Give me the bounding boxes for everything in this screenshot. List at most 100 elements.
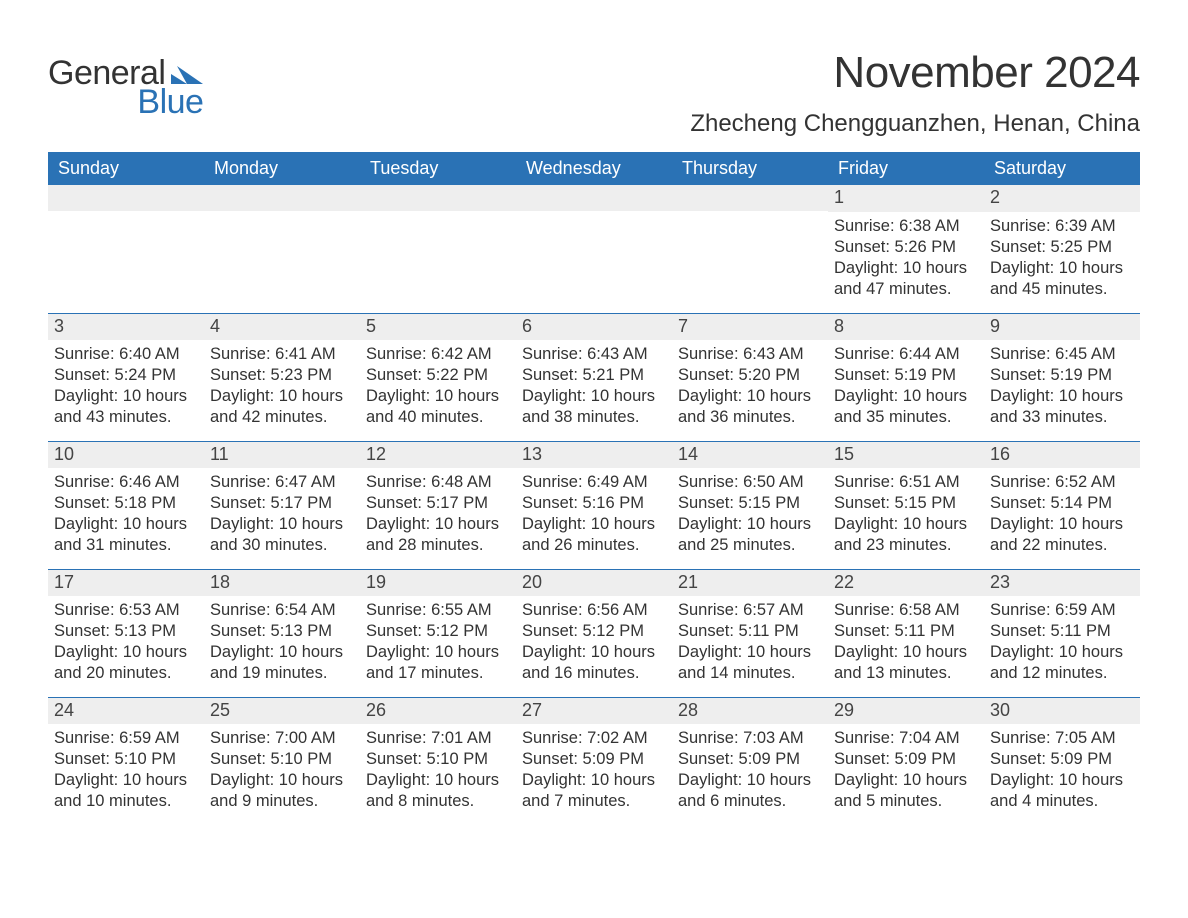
sunrise-line: Sunrise: 6:43 AM [678,344,822,365]
day-details: Sunrise: 6:40 AMSunset: 5:24 PMDaylight:… [48,340,204,436]
calendar-table: Sunday Monday Tuesday Wednesday Thursday… [48,152,1140,825]
daylight-line: Daylight: 10 hours and 7 minutes. [522,770,666,812]
sunset-line: Sunset: 5:11 PM [678,621,822,642]
sunset-line: Sunset: 5:15 PM [678,493,822,514]
week-row: 1Sunrise: 6:38 AMSunset: 5:26 PMDaylight… [48,185,1140,313]
daylight-line: Daylight: 10 hours and 12 minutes. [990,642,1134,684]
day-cell [672,185,828,313]
sunrise-line: Sunrise: 6:40 AM [54,344,198,365]
empty-day-bar [48,185,204,211]
sunrise-line: Sunrise: 7:00 AM [210,728,354,749]
empty-day-bar [360,185,516,211]
daylight-line: Daylight: 10 hours and 10 minutes. [54,770,198,812]
day-number: 11 [204,442,360,469]
daylight-line: Daylight: 10 hours and 45 minutes. [990,258,1134,300]
title-block: November 2024 Zhecheng Chengguanzhen, He… [690,48,1140,138]
sunset-line: Sunset: 5:18 PM [54,493,198,514]
sunset-line: Sunset: 5:13 PM [54,621,198,642]
day-details: Sunrise: 6:58 AMSunset: 5:11 PMDaylight:… [828,596,984,692]
sunrise-line: Sunrise: 6:51 AM [834,472,978,493]
daylight-line: Daylight: 10 hours and 47 minutes. [834,258,978,300]
sunrise-line: Sunrise: 6:49 AM [522,472,666,493]
week-row: 24Sunrise: 6:59 AMSunset: 5:10 PMDayligh… [48,697,1140,825]
day-cell [204,185,360,313]
sunset-line: Sunset: 5:12 PM [522,621,666,642]
sunrise-line: Sunrise: 6:59 AM [54,728,198,749]
empty-day-bar [672,185,828,211]
empty-day-bar [204,185,360,211]
daylight-line: Daylight: 10 hours and 22 minutes. [990,514,1134,556]
sunset-line: Sunset: 5:10 PM [210,749,354,770]
day-number: 26 [360,698,516,725]
day-cell: 24Sunrise: 6:59 AMSunset: 5:10 PMDayligh… [48,697,204,825]
day-details: Sunrise: 7:03 AMSunset: 5:09 PMDaylight:… [672,724,828,820]
sunset-line: Sunset: 5:11 PM [990,621,1134,642]
day-number: 8 [828,314,984,341]
daylight-line: Daylight: 10 hours and 35 minutes. [834,386,978,428]
day-number: 18 [204,570,360,597]
day-details: Sunrise: 7:05 AMSunset: 5:09 PMDaylight:… [984,724,1140,820]
day-number: 21 [672,570,828,597]
sunset-line: Sunset: 5:12 PM [366,621,510,642]
sunset-line: Sunset: 5:09 PM [834,749,978,770]
day-cell: 29Sunrise: 7:04 AMSunset: 5:09 PMDayligh… [828,697,984,825]
sunrise-line: Sunrise: 6:54 AM [210,600,354,621]
daylight-line: Daylight: 10 hours and 8 minutes. [366,770,510,812]
day-cell: 22Sunrise: 6:58 AMSunset: 5:11 PMDayligh… [828,569,984,697]
day-cell: 8Sunrise: 6:44 AMSunset: 5:19 PMDaylight… [828,313,984,441]
day-cell: 5Sunrise: 6:42 AMSunset: 5:22 PMDaylight… [360,313,516,441]
day-cell: 9Sunrise: 6:45 AMSunset: 5:19 PMDaylight… [984,313,1140,441]
day-cell: 18 Sunrise: 6:54 AMSunset: 5:13 PMDayligh… [204,569,360,697]
day-number: 25 [204,698,360,725]
day-cell: 1 Sunrise: 6:38 AMSunset: 5:26 PMDaylight… [828,185,984,313]
sunrise-line: Sunrise: 6:50 AM [678,472,822,493]
daylight-line: Daylight: 10 hours and 17 minutes. [366,642,510,684]
daylight-line: Daylight: 10 hours and 6 minutes. [678,770,822,812]
day-number: 22 [828,570,984,597]
daylight-line: Daylight: 10 hours and 40 minutes. [366,386,510,428]
sunrise-line: Sunrise: 7:02 AM [522,728,666,749]
empty-day-bar [516,185,672,211]
day-cell: 4Sunrise: 6:41 AMSunset: 5:23 PMDaylight… [204,313,360,441]
day-cell: 25Sunrise: 7:00 AMSunset: 5:10 PMDayligh… [204,697,360,825]
sunrise-line: Sunrise: 6:56 AM [522,600,666,621]
day-number: 1 [828,185,984,212]
sunset-line: Sunset: 5:16 PM [522,493,666,514]
daylight-line: Daylight: 10 hours and 13 minutes. [834,642,978,684]
day-details: Sunrise: 6:46 AMSunset: 5:18 PMDaylight:… [48,468,204,564]
day-number: 17 [48,570,204,597]
sunset-line: Sunset: 5:13 PM [210,621,354,642]
day-details: Sunrise: 6:48 AMSunset: 5:17 PMDaylight:… [360,468,516,564]
sunset-line: Sunset: 5:20 PM [678,365,822,386]
sunrise-line: Sunrise: 6:44 AM [834,344,978,365]
day-details: Sunrise: 6:51 AMSunset: 5:15 PMDaylight:… [828,468,984,564]
sunset-line: Sunset: 5:26 PM [834,237,978,258]
daylight-line: Daylight: 10 hours and 31 minutes. [54,514,198,556]
sunset-line: Sunset: 5:17 PM [210,493,354,514]
day-cell: 2Sunrise: 6:39 AMSunset: 5:25 PMDaylight… [984,185,1140,313]
day-number: 19 [360,570,516,597]
day-details: Sunrise: 6:41 AMSunset: 5:23 PMDaylight:… [204,340,360,436]
day-details: Sunrise: 6:45 AMSunset: 5:19 PMDaylight:… [984,340,1140,436]
day-cell: 11Sunrise: 6:47 AMSunset: 5:17 PMDayligh… [204,441,360,569]
day-cell: 12Sunrise: 6:48 AMSunset: 5:17 PMDayligh… [360,441,516,569]
daylight-line: Daylight: 10 hours and 38 minutes. [522,386,666,428]
day-number: 14 [672,442,828,469]
sunset-line: Sunset: 5:25 PM [990,237,1134,258]
daylight-line: Daylight: 10 hours and 23 minutes. [834,514,978,556]
day-cell: 6Sunrise: 6:43 AMSunset: 5:21 PMDaylight… [516,313,672,441]
sunrise-line: Sunrise: 7:01 AM [366,728,510,749]
daylight-line: Daylight: 10 hours and 5 minutes. [834,770,978,812]
sunset-line: Sunset: 5:14 PM [990,493,1134,514]
day-details: Sunrise: 6:50 AMSunset: 5:15 PMDaylight:… [672,468,828,564]
location-subtitle: Zhecheng Chengguanzhen, Henan, China [690,110,1140,138]
sunrise-line: Sunrise: 6:38 AM [834,216,978,237]
day-cell [48,185,204,313]
day-cell: 26Sunrise: 7:01 AMSunset: 5:10 PMDayligh… [360,697,516,825]
day-cell: 27Sunrise: 7:02 AMSunset: 5:09 PMDayligh… [516,697,672,825]
day-details: Sunrise: 6:52 AMSunset: 5:14 PMDaylight:… [984,468,1140,564]
day-header: Saturday [984,152,1140,185]
sunset-line: Sunset: 5:21 PM [522,365,666,386]
daylight-line: Daylight: 10 hours and 19 minutes. [210,642,354,684]
logo-word-blue: Blue [134,83,203,122]
